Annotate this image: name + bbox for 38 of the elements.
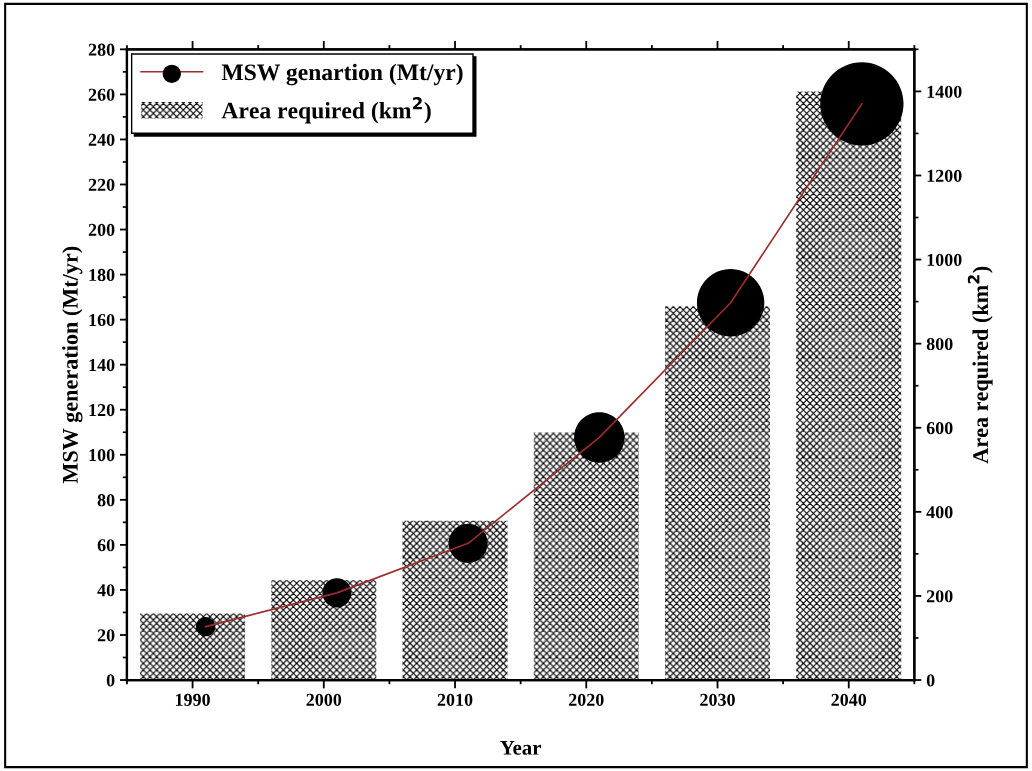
y2-tick-label: 800 xyxy=(926,337,953,351)
y-tick-label: 280 xyxy=(88,43,115,56)
y-tick-label: 120 xyxy=(89,403,115,417)
legend-label: Area required (km$^{2}$) xyxy=(221,97,431,124)
y-tick-label: 100 xyxy=(89,449,115,462)
bar xyxy=(533,432,639,681)
y2-tick-label: 1400 xyxy=(927,85,962,98)
bar xyxy=(402,520,508,681)
x-tick-label: 2020 xyxy=(568,693,604,706)
y-tick-label: 60 xyxy=(97,539,115,552)
bar xyxy=(140,613,246,681)
y-tick-label: 40 xyxy=(97,584,115,597)
y-tick-label: 0 xyxy=(106,674,115,687)
y-tick-label: 180 xyxy=(89,268,115,282)
y2-tick-label: 1200 xyxy=(927,169,962,182)
x-tick-label: 2040 xyxy=(831,693,867,706)
y2-axis-title: Area required (km$^{2}$) xyxy=(967,266,993,464)
x-axis-title: Year xyxy=(500,740,542,755)
x-tick-label: 2000 xyxy=(306,693,342,706)
y-tick-label: 200 xyxy=(88,223,115,236)
legend-label: MSW genartion (Mt/yr) xyxy=(221,63,463,86)
y2-tick-label: 0 xyxy=(926,674,935,687)
y-axis-title: MSW generation (Mt/yr) xyxy=(62,246,83,484)
y-tick-label: 140 xyxy=(89,358,115,372)
y2-tick-label: 400 xyxy=(926,506,953,519)
x-tick-label: 2010 xyxy=(437,693,473,706)
y-tick-label: 260 xyxy=(88,88,115,101)
y-tick-label: 220 xyxy=(88,178,115,191)
y-tick-label: 240 xyxy=(88,133,115,146)
y2-tick-label: 1000 xyxy=(927,253,962,267)
y2-tick-label: 600 xyxy=(926,422,953,435)
y-tick-label: 80 xyxy=(97,494,115,507)
y2-tick-label: 200 xyxy=(926,590,953,603)
bar xyxy=(271,580,377,681)
y-tick-label: 20 xyxy=(97,629,115,642)
x-tick-label: 2030 xyxy=(700,693,735,706)
x-tick-label: 1990 xyxy=(175,693,210,706)
y-tick-label: 160 xyxy=(89,313,115,327)
